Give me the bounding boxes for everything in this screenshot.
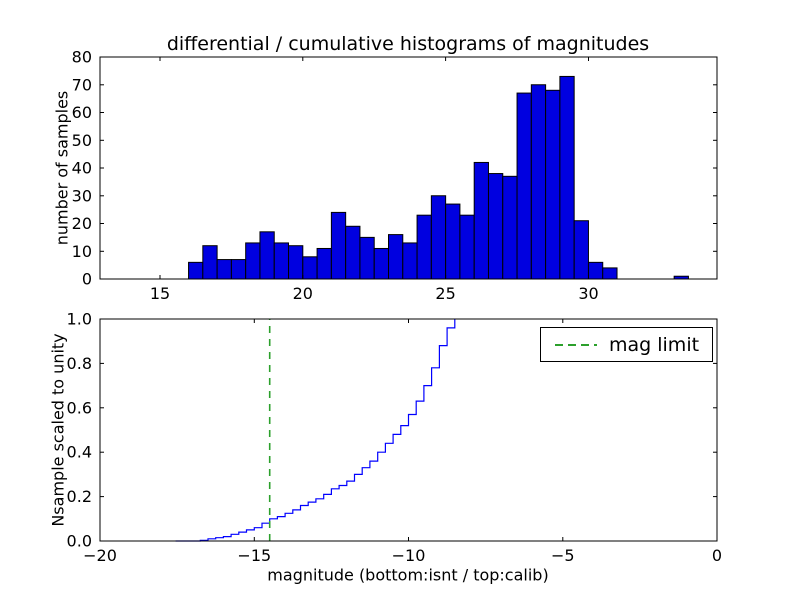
histogram-bar <box>359 236 375 280</box>
y-tick-label: 10 <box>72 242 92 261</box>
x-tick-label: −10 <box>392 546 426 565</box>
histogram-bar <box>373 247 390 280</box>
y-tick-label: 1.0 <box>67 310 92 329</box>
y-tick-label: 30 <box>72 186 92 205</box>
histogram-bar <box>202 245 218 280</box>
x-tick-label: 25 <box>435 284 455 303</box>
x-tick-label: −5 <box>551 546 575 565</box>
y-tick-label: 60 <box>72 103 92 122</box>
histogram-bar <box>188 261 204 280</box>
histogram-bar <box>259 231 275 280</box>
histogram-bar <box>545 89 561 280</box>
y-tick-label: 0.2 <box>67 487 92 506</box>
legend-dash-icon <box>555 343 597 346</box>
top-ylabel: number of samples <box>52 90 72 246</box>
histogram-bar <box>330 211 347 280</box>
histogram-bar <box>388 234 404 280</box>
y-tick-label: 40 <box>72 159 92 178</box>
x-tick-label: 15 <box>150 284 170 303</box>
y-tick-label: 70 <box>72 75 92 94</box>
x-tick-label: −20 <box>83 546 117 565</box>
legend-box: mag limit <box>540 327 714 362</box>
histogram-bar <box>473 161 489 280</box>
x-tick-label: 20 <box>293 284 313 303</box>
histogram-bar <box>245 242 261 280</box>
histogram-bar <box>302 256 318 280</box>
histogram-bar <box>345 225 361 280</box>
histogram-bar <box>559 75 575 280</box>
legend-label: mag limit <box>609 333 700 356</box>
x-tick-label: −15 <box>237 546 271 565</box>
bottom-axes: −20 −15 −10 −5 0 0.0 0.2 0.4 0.6 0.8 1.0 <box>67 310 723 566</box>
cumulative-step-line <box>175 319 456 542</box>
histogram-bar <box>316 247 332 280</box>
figure-title: differential / cumulative histograms of … <box>166 33 650 55</box>
y-tick-label: 0.0 <box>67 532 92 551</box>
histogram-bar <box>273 242 290 280</box>
histogram-bar <box>530 84 547 280</box>
histogram-bar <box>573 220 589 280</box>
histogram-bar <box>487 173 504 280</box>
bottom-ylabel: Nsample scaled to unity <box>48 333 68 527</box>
y-tick-label: 0.6 <box>67 398 92 417</box>
histogram-bar <box>416 214 432 280</box>
histogram-bar <box>230 259 247 280</box>
top-axes: 15 20 25 30 0 10 20 30 40 50 60 70 80 <box>72 48 718 303</box>
histogram-bar <box>602 267 618 280</box>
y-tick-label: 0.4 <box>67 443 92 462</box>
x-tick-label: 30 <box>578 284 598 303</box>
histogram-bar <box>459 214 475 280</box>
y-tick-label: 0.8 <box>67 354 92 373</box>
x-axis-label: magnitude (bottom:isnt / top:calib) <box>267 565 549 585</box>
histogram-bar <box>445 203 461 280</box>
histogram-bar <box>288 245 304 280</box>
histogram-bar <box>402 242 418 280</box>
y-tick-label: 80 <box>72 48 92 67</box>
y-tick-label: 20 <box>72 214 92 233</box>
y-tick-label: 0 <box>82 270 92 289</box>
histogram-bar <box>430 195 447 280</box>
histogram-bar <box>587 261 604 280</box>
histogram-bar <box>516 92 532 280</box>
x-tick-label: 0 <box>712 546 722 565</box>
y-tick-label: 50 <box>72 131 92 150</box>
histogram-bar <box>216 259 232 280</box>
histogram-bar <box>502 175 518 280</box>
